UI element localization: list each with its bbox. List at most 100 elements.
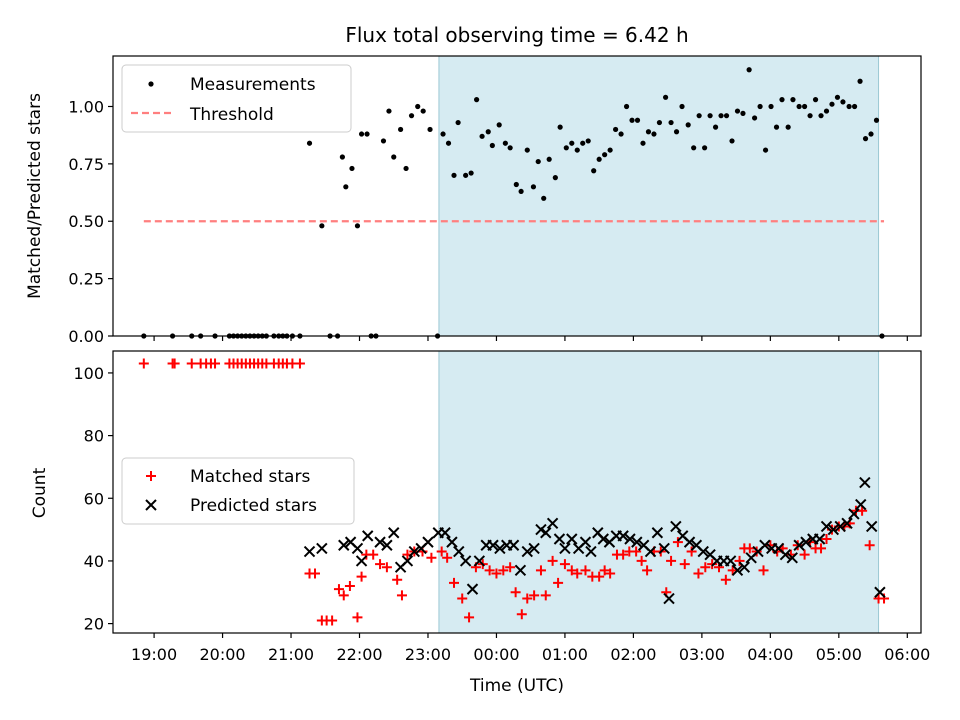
matched-star-point: [727, 565, 738, 576]
measurement-point: [812, 97, 819, 103]
predicted-star-point: [528, 542, 540, 555]
measurement-point: [857, 78, 863, 84]
measurement-point: [712, 124, 719, 130]
matched-star-point: [693, 568, 704, 579]
xtick-label: 23:00: [405, 645, 451, 664]
bottom-legend-box: [121, 457, 355, 525]
predicted-star-point: [800, 536, 812, 548]
predicted-star-point: [362, 530, 374, 542]
measurement-point: [707, 113, 713, 119]
xtick-label: 02:00: [610, 645, 656, 664]
measurement-point: [634, 117, 641, 123]
ytick-label: 60: [84, 489, 104, 508]
measurement-point: [513, 181, 519, 188]
ytick-label: 20: [84, 615, 104, 634]
predicted-star-point: [658, 542, 670, 555]
legend-matched-label: Matched stars: [190, 467, 310, 487]
predicted-star-point: [683, 536, 696, 548]
bottom-panel: 20 40 60 80 100 19:00 20:00 21:00 22:00 23:00 00:…: [30, 350, 930, 696]
matched-star-point: [636, 555, 647, 566]
measurement-point: [746, 67, 752, 73]
measurement-point: [785, 124, 791, 130]
predicted-star-point: [466, 583, 479, 595]
matched-star-point: [599, 565, 610, 576]
ytick-label: 1.00: [68, 97, 104, 116]
measurement-point: [696, 113, 702, 119]
predicted-star-point: [651, 527, 664, 539]
matched-star-point: [442, 552, 453, 563]
predicted-star-point: [617, 530, 629, 542]
measurement-point: [823, 108, 830, 114]
measurement-point: [668, 119, 674, 126]
matched-star-point: [707, 559, 718, 570]
measurement-point: [386, 108, 392, 114]
measurement-point: [391, 154, 397, 160]
predicted-star-point: [820, 520, 833, 533]
measurement-point: [846, 103, 852, 110]
predicted-star-point: [779, 548, 792, 561]
ytick-label: 0.25: [68, 270, 104, 289]
top-legend: Measurements Threshold: [121, 64, 352, 133]
predicted-star-point: [597, 533, 609, 545]
predicted-star-point: [759, 539, 771, 551]
predicted-star-point: [473, 555, 486, 567]
matched-star-point: [310, 568, 320, 579]
matched-star-point: [580, 565, 591, 576]
matched-star-point: [426, 552, 437, 563]
measurement-point: [834, 94, 841, 100]
measurement-point: [591, 168, 597, 174]
measurement-point: [596, 156, 602, 162]
predicted-star-point: [494, 542, 506, 555]
predicted-star-point: [566, 533, 578, 545]
predicted-star-point: [487, 539, 499, 551]
measurement-point: [662, 94, 669, 100]
measurement-point: [339, 154, 345, 160]
top-panel: 0.00 0.25 0.50 0.75 1.00 Matched/Predicted s…: [25, 55, 922, 346]
matched-star-point: [864, 540, 875, 551]
measurement-point: [552, 175, 558, 181]
predicted-star-point: [865, 520, 878, 533]
matched-star-point: [491, 568, 502, 579]
measurement-point: [829, 101, 835, 107]
measurement-point: [563, 145, 569, 151]
measurement-point: [502, 140, 508, 146]
measurement-point: [364, 131, 370, 137]
measurement-point: [607, 147, 613, 153]
measurement-point: [445, 140, 452, 146]
top-highlight-span: [438, 55, 880, 337]
predicted-star-point: [338, 539, 350, 551]
matched-star-point: [605, 568, 616, 579]
xtick-label: 05:00: [816, 645, 862, 664]
measurement-point: [651, 131, 657, 137]
matched-star-point: [436, 546, 447, 557]
legend-predicted-label: Predicted stars: [190, 496, 317, 516]
measurement-point: [740, 110, 746, 116]
measurement-point: [773, 124, 780, 130]
predicted-star-point: [355, 555, 368, 567]
matched-star-point: [484, 565, 495, 576]
measurement-point: [507, 145, 513, 151]
measurement-point: [685, 122, 691, 128]
legend-threshold-label: Threshold: [189, 105, 274, 125]
measurement-point: [862, 136, 869, 142]
xtick-label: 20:00: [200, 645, 246, 664]
predicted-star-point: [786, 552, 798, 564]
matched-star-point: [464, 612, 475, 623]
bottom-ylabel: Count: [30, 467, 50, 518]
ytick-label: 40: [84, 552, 104, 571]
measurement-point: [868, 131, 874, 137]
matched-star-point: [720, 574, 731, 585]
measurement-point: [530, 184, 537, 190]
predicted-star-point: [859, 476, 871, 489]
predicted-star-point: [579, 536, 592, 548]
predicted-star-point: [439, 527, 451, 539]
predicted-star-point: [546, 517, 559, 530]
matched-star-point: [381, 562, 392, 573]
measurement-point: [397, 126, 404, 133]
measurement-point: [840, 99, 846, 105]
predicted-star-point: [381, 539, 393, 551]
matched-star-point: [327, 615, 338, 626]
measurement-point: [535, 158, 541, 165]
predicted-star-point: [388, 527, 400, 539]
